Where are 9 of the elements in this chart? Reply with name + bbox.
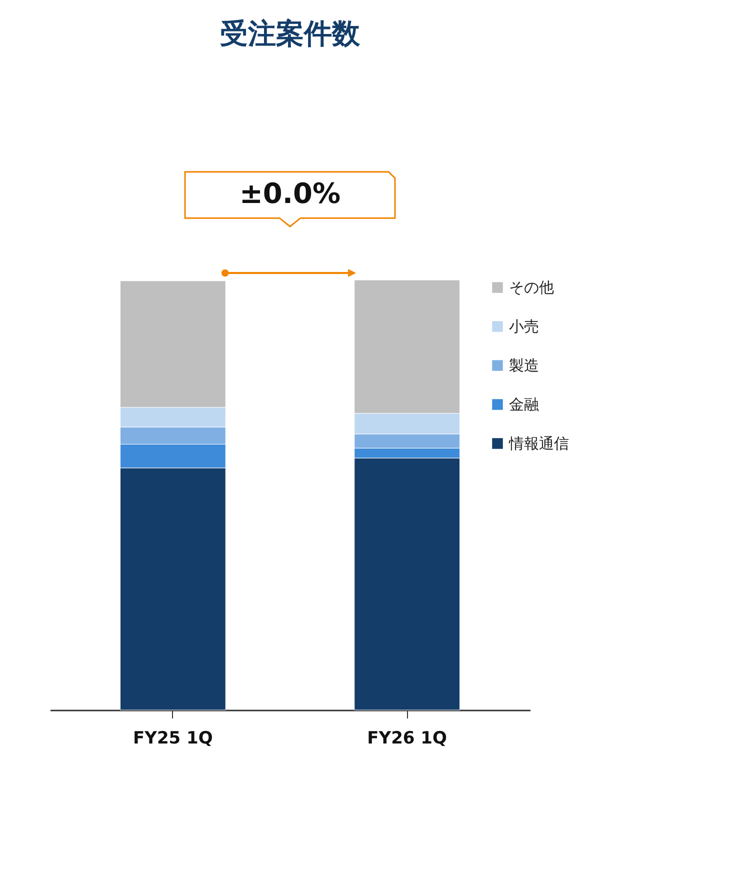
legend-label: 情報通信 [508,434,569,452]
legend-label: 金融 [509,396,539,414]
chart-title: 受注案件数 [220,16,361,50]
x-tick-label: FY26 1Q [367,728,447,748]
x-tick-label: FY25 1Q [133,728,213,748]
legend-label: その他 [509,278,554,296]
text: ±0.0% [239,177,341,210]
legend-label: 製造 [509,356,539,374]
legend-label: 小売 [509,318,539,336]
